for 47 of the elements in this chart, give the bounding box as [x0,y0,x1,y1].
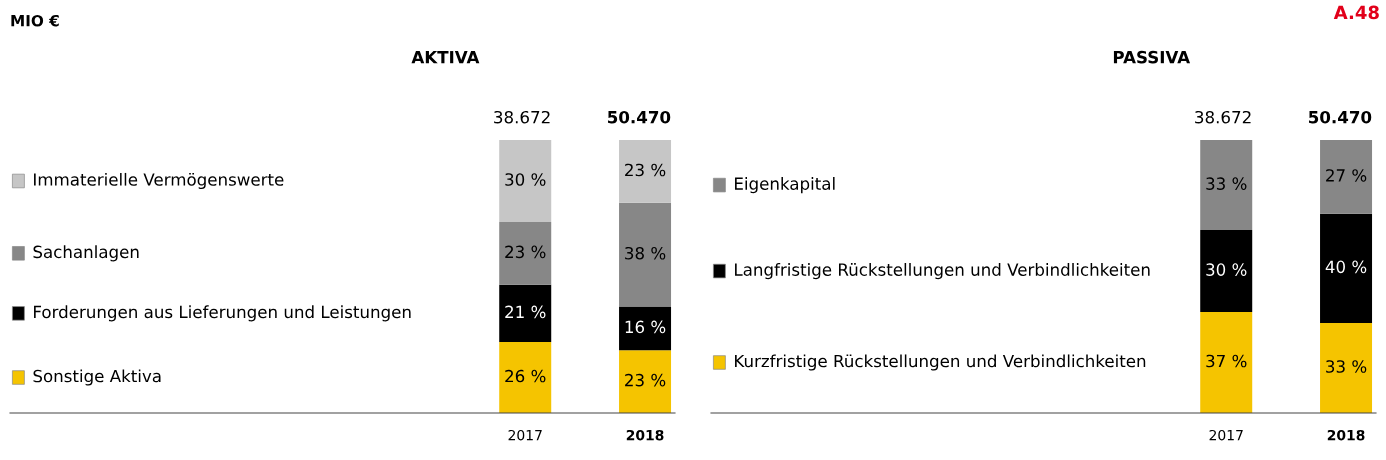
bar [1200,140,1253,231]
chart-title: PASSIVA [1113,50,1191,64]
legend-label: Eigenkapital [735,177,835,194]
bar [1320,322,1373,413]
data-label: 21 % [505,305,546,319]
bar [1200,312,1253,413]
text: 50.470 [1309,110,1372,124]
x-tick-label: 2017 [1209,429,1243,441]
data-label: 33 % [1206,177,1247,190]
data-label: 23 % [505,245,546,259]
bar [619,140,672,203]
chart-title: AKTIVA [411,51,480,64]
bar [1200,230,1253,313]
bar [619,350,672,413]
legend-label: Forderungen aus Lieferungen und Leistungen [34,305,411,322]
legend-label: Langfristige Rückstellungen und Verbindlichkeiten [735,263,1150,280]
text: A.48 [1333,5,1379,20]
text: MIO € [11,14,59,27]
data-label: 40 % [1325,260,1367,274]
text: 38.672 [1195,110,1251,124]
legend-label: Sonstige Aktiva [33,369,161,386]
bar [619,202,672,307]
legend-label: Immaterielle Vermögenswerte [34,172,284,190]
bar [499,284,552,343]
data-label: 23 % [625,163,666,177]
legend-label: Sachanlagen [33,245,139,262]
data-label: 30 % [1206,263,1247,276]
x-tick-label: 2018 [626,429,664,441]
legend-label: Kurzfristige Rückstellungen und Verbindlichkeiten [735,354,1146,371]
data-label: 38 % [625,246,666,260]
x-tick-label: 2018 [1327,429,1365,441]
x-tick-label: 2017 [508,429,542,441]
bar [1320,140,1373,214]
bar [499,140,552,222]
text: 38.672 [494,110,550,124]
data-label: 27 % [1326,169,1367,182]
bar [1320,213,1373,323]
data-label: 30 % [505,173,546,186]
data-label: 16 % [625,320,666,334]
data-label: 37 % [1206,354,1247,368]
bar [499,221,552,285]
text: 50.470 [608,110,671,124]
data-label: 33 % [1326,360,1367,373]
bar [619,306,672,351]
data-label: 23 % [625,373,666,387]
data-label: 26 % [505,369,546,383]
bar [499,342,552,413]
